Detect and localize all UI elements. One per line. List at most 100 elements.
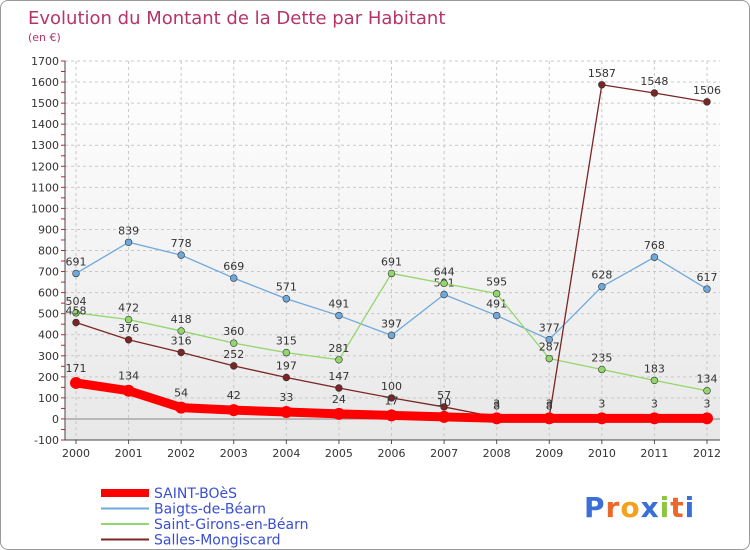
- data-label: 316: [171, 334, 192, 347]
- series-1: 691839778669571491397591491377628768617: [66, 224, 718, 344]
- data-point: [650, 376, 659, 385]
- data-point: [124, 336, 133, 344]
- data-point: [124, 315, 133, 324]
- data-label: 134: [697, 373, 718, 386]
- data-label: 33: [279, 391, 293, 404]
- series-2: 504 472 418 360 315 281 691 644 595 287 235 183 134: [66, 255, 718, 395]
- data-point: [650, 89, 659, 97]
- data-label: 617: [697, 271, 718, 284]
- data-point: [648, 412, 661, 425]
- data-point: [230, 339, 238, 347]
- data-point: [177, 327, 185, 335]
- data-label: 235: [591, 351, 612, 364]
- y-tick-label: 700: [38, 266, 59, 279]
- data-label: 1506: [693, 84, 721, 97]
- data-label: 3: [651, 397, 658, 410]
- y-tick-label: 1300: [31, 139, 59, 152]
- legend-label: SAINT-BOèS: [154, 486, 237, 502]
- data-label: 418: [171, 313, 192, 326]
- data-label: 10: [437, 396, 451, 409]
- data-label: 778: [171, 237, 192, 250]
- y-tick-label: 900: [38, 223, 59, 236]
- y-tick-label: 1400: [31, 118, 59, 131]
- data-point: [72, 309, 80, 317]
- data-label: 171: [66, 362, 87, 375]
- data-point: [122, 384, 135, 397]
- y-tick-label: 800: [38, 245, 59, 258]
- chart-subtitle: (en €): [28, 31, 61, 44]
- data-point: [335, 384, 343, 392]
- x-tick-label: 2005: [325, 447, 353, 460]
- x-tick-label: 2003: [220, 447, 248, 460]
- data-label: 691: [66, 255, 87, 268]
- data-point: [701, 412, 713, 425]
- legend-label: Baigts-de-Béarn: [154, 502, 266, 518]
- data-label: 491: [328, 298, 349, 311]
- data-label: 100: [381, 380, 402, 393]
- legend-label: Saint-Girons-en-Béarn: [154, 517, 308, 533]
- data-label: 287: [539, 341, 560, 354]
- data-label: 252: [223, 348, 244, 361]
- data-label: 360: [223, 325, 244, 338]
- data-label: 644: [434, 265, 455, 278]
- data-label: 595: [486, 276, 507, 289]
- y-tick-label: 500: [38, 308, 59, 321]
- data-label: 491: [486, 298, 507, 311]
- data-point: [490, 412, 503, 425]
- data-point: [387, 269, 396, 278]
- data-point: [543, 412, 556, 425]
- data-point: [335, 356, 343, 364]
- data-label: 42: [227, 389, 241, 402]
- y-tick-label: 400: [38, 329, 59, 342]
- data-label: 3: [704, 397, 711, 410]
- data-label: 8: [546, 399, 553, 412]
- data-point: [598, 81, 606, 89]
- data-label: 628: [591, 269, 612, 282]
- data-point: [282, 348, 291, 357]
- data-point: [227, 404, 240, 417]
- data-point: [650, 253, 659, 261]
- y-tick-label: 300: [38, 350, 59, 363]
- data-point: [545, 354, 553, 363]
- data-label: 669: [223, 260, 244, 273]
- data-label: 147: [328, 370, 349, 383]
- y-tick-label: 1600: [31, 76, 59, 89]
- data-label: 281: [328, 342, 349, 355]
- data-label: 1548: [640, 75, 668, 88]
- data-label: 183: [644, 362, 665, 375]
- data-label: 8: [493, 399, 500, 412]
- y-tick-label: 600: [38, 287, 59, 300]
- data-label: 197: [276, 359, 297, 372]
- data-point: [440, 403, 448, 411]
- data-point: [440, 290, 448, 299]
- data-point: [177, 348, 185, 357]
- data-label: 134: [118, 370, 139, 383]
- data-label: 3: [493, 397, 500, 410]
- data-point: [387, 394, 396, 402]
- data-point: [492, 289, 501, 298]
- y-tick-label: 0: [52, 413, 59, 426]
- data-label: 1587: [588, 67, 616, 80]
- data-label: 458: [66, 305, 87, 318]
- data-point: [387, 331, 396, 340]
- data-point: [385, 409, 398, 422]
- data-point: [440, 279, 448, 288]
- y-tick-label: 100: [38, 392, 59, 405]
- x-tick-label: 2002: [167, 447, 195, 460]
- data-point: [438, 410, 451, 423]
- data-label: 24: [332, 393, 346, 406]
- data-label: 397: [381, 317, 402, 330]
- x-tick-label: 2010: [588, 447, 616, 460]
- x-tick-label: 2001: [115, 447, 143, 460]
- data-label: 376: [118, 322, 139, 335]
- y-tick-label: 1700: [31, 55, 59, 68]
- y-tick-label: 1000: [31, 202, 59, 215]
- data-point: [282, 373, 291, 382]
- data-label: 315: [276, 335, 297, 348]
- data-point: [282, 295, 291, 303]
- legend: SAINT-BOèSBaigts-de-BéarnSaint-Girons-en…: [101, 486, 308, 549]
- data-point: [703, 387, 711, 395]
